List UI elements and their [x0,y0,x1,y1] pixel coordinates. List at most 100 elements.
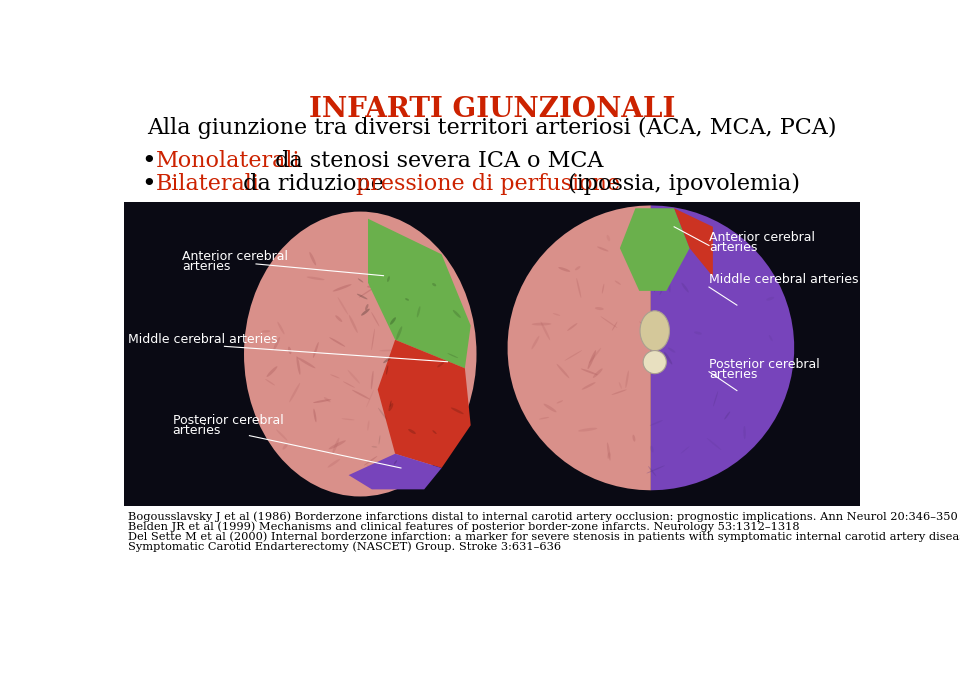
Text: da stenosi severa ICA o MCA: da stenosi severa ICA o MCA [268,150,603,172]
Ellipse shape [648,466,657,476]
Ellipse shape [386,365,388,375]
Ellipse shape [454,325,463,339]
Ellipse shape [313,399,331,403]
Text: (ipossia, ipovolemia): (ipossia, ipovolemia) [561,173,800,195]
Ellipse shape [244,211,476,496]
Ellipse shape [410,250,419,253]
Ellipse shape [724,412,731,419]
Ellipse shape [405,298,409,301]
Ellipse shape [298,357,316,369]
Ellipse shape [601,316,617,328]
Text: pressione di perfusione: pressione di perfusione [356,173,620,195]
Ellipse shape [625,371,629,388]
Ellipse shape [274,337,280,350]
Ellipse shape [329,337,346,347]
Ellipse shape [743,426,746,439]
Ellipse shape [372,329,374,350]
Ellipse shape [338,297,348,315]
Bar [124,202,860,506]
Ellipse shape [637,225,641,236]
Ellipse shape [437,362,444,367]
Ellipse shape [372,446,377,447]
Ellipse shape [361,309,370,315]
Ellipse shape [578,428,597,431]
Ellipse shape [682,283,688,292]
Polygon shape [674,208,713,276]
Ellipse shape [647,345,660,348]
Ellipse shape [348,315,358,333]
Ellipse shape [359,286,376,297]
Ellipse shape [410,318,430,329]
Ellipse shape [378,408,387,419]
Ellipse shape [557,401,564,403]
Ellipse shape [451,357,454,379]
Ellipse shape [668,348,676,352]
Ellipse shape [694,332,702,334]
Ellipse shape [335,315,343,322]
Ellipse shape [667,277,671,292]
Ellipse shape [330,374,340,378]
Ellipse shape [650,446,654,452]
Text: Bogousslavsky J et al (1986) Borderzone infarctions distal to internal carotid a: Bogousslavsky J et al (1986) Borderzone … [128,511,957,521]
Ellipse shape [424,322,433,326]
Ellipse shape [417,444,430,447]
Ellipse shape [395,426,405,432]
Ellipse shape [638,253,646,262]
Ellipse shape [633,435,636,442]
Ellipse shape [348,370,360,384]
Ellipse shape [664,352,672,364]
Ellipse shape [595,307,604,310]
Ellipse shape [352,390,370,399]
Text: Posterior cerebral: Posterior cerebral [709,358,820,371]
Ellipse shape [660,283,664,295]
Ellipse shape [261,330,271,333]
Ellipse shape [588,348,601,363]
Ellipse shape [447,358,462,367]
Ellipse shape [684,225,703,238]
Ellipse shape [289,383,300,402]
Polygon shape [348,454,442,489]
Ellipse shape [396,450,412,460]
Ellipse shape [380,246,392,262]
Ellipse shape [408,330,416,338]
Ellipse shape [417,306,420,318]
Ellipse shape [607,443,611,461]
Ellipse shape [390,318,396,325]
Ellipse shape [265,379,275,385]
Polygon shape [651,205,794,490]
Ellipse shape [327,459,340,468]
Polygon shape [377,340,470,468]
Ellipse shape [539,417,549,419]
Ellipse shape [532,322,551,325]
Text: Bilaterali: Bilaterali [156,173,259,195]
Ellipse shape [390,401,392,407]
Ellipse shape [433,386,441,401]
Ellipse shape [407,429,419,447]
Ellipse shape [444,415,446,434]
Ellipse shape [602,284,604,294]
Ellipse shape [581,369,598,375]
Ellipse shape [277,322,284,334]
Ellipse shape [448,380,454,389]
Ellipse shape [372,312,379,327]
Ellipse shape [654,281,660,292]
Ellipse shape [724,239,730,245]
Ellipse shape [328,440,346,450]
Ellipse shape [309,252,316,265]
Ellipse shape [379,350,394,351]
Ellipse shape [650,420,662,426]
Ellipse shape [557,364,569,378]
Ellipse shape [324,397,330,402]
Ellipse shape [394,460,397,465]
Ellipse shape [614,281,621,285]
Text: INFARTI GIUNZIONALI: INFARTI GIUNZIONALI [309,96,675,123]
Ellipse shape [447,353,458,358]
Ellipse shape [367,285,374,288]
Text: Anterior cerebral: Anterior cerebral [709,231,815,244]
Ellipse shape [396,326,402,340]
Ellipse shape [313,409,317,422]
Ellipse shape [368,420,370,431]
Ellipse shape [588,350,596,369]
Text: arteries: arteries [182,260,230,273]
Text: Middle cerebral arteries: Middle cerebral arteries [128,332,277,346]
